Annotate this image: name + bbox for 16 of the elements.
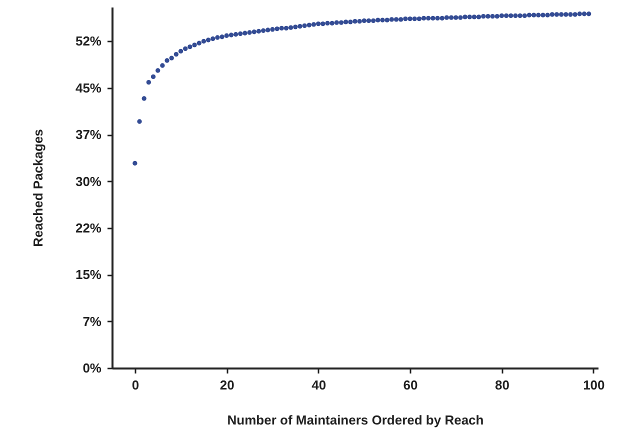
x-tick-label: 60: [403, 378, 418, 392]
y-tick-label: 0%: [82, 360, 102, 376]
x-tick-label: 40: [312, 378, 326, 392]
x-tick-label: 80: [494, 378, 510, 392]
y-tick-label: 22%: [75, 220, 102, 236]
y-tick-label: 37%: [75, 127, 102, 142]
y-axis-title: Reached Packages: [30, 129, 46, 247]
x-tick-label: 0: [132, 378, 140, 392]
x-axis-title: Number of Maintainers Ordered by Reach: [227, 412, 484, 428]
y-tick-label: 15%: [75, 267, 102, 282]
y-tick-label: 52%: [75, 34, 102, 49]
y-tick-label: 30%: [75, 174, 102, 189]
y-tick-label: 45%: [75, 80, 102, 96]
x-tick-label: 20: [220, 378, 234, 392]
y-tick-label: 7%: [82, 314, 102, 329]
x-tick-label: 100: [583, 378, 605, 392]
